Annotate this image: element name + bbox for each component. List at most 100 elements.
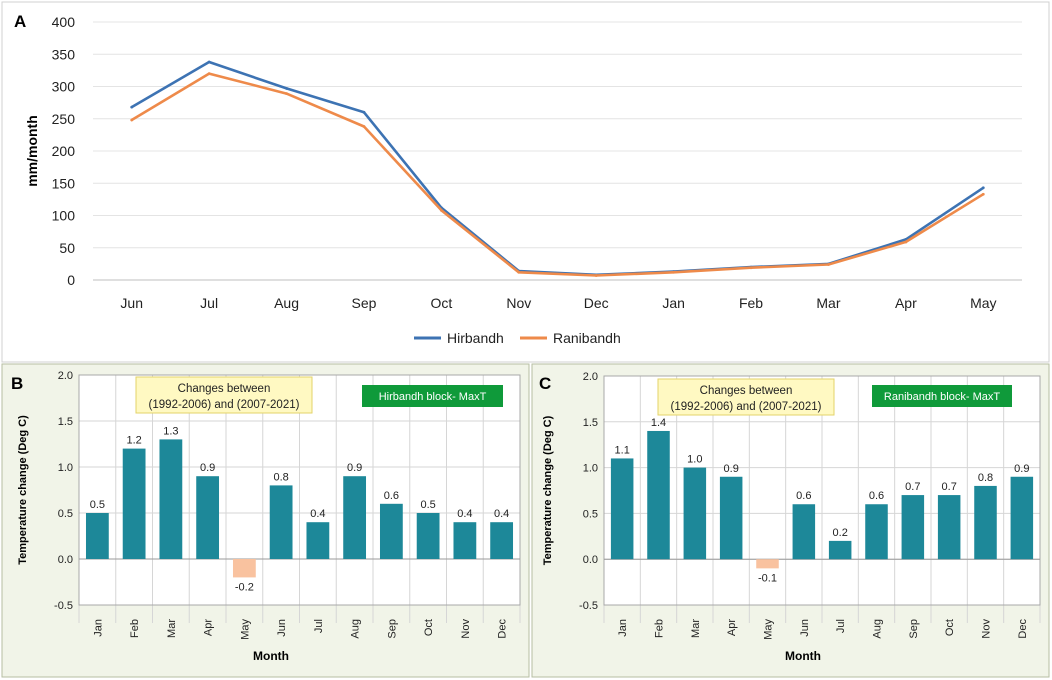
x-tick-label: Mar (166, 619, 178, 638)
data-label: 0.4 (457, 508, 472, 520)
x-tick-label: Dec (497, 619, 509, 639)
data-label: 0.5 (90, 499, 105, 511)
y-tick-label: 0.0 (58, 554, 73, 566)
bar-mar (683, 467, 707, 560)
y-tick-label: 2.0 (58, 370, 73, 382)
annotation-box (657, 378, 835, 416)
y-axis-title: Temperature change (Deg C) (542, 415, 554, 565)
y-tick-label: 2.0 (583, 371, 598, 383)
y-tick-label-a: 150 (52, 175, 76, 191)
bar-mar (159, 439, 183, 559)
data-point-ranibandh (517, 270, 521, 274)
x-tick-label: Aug (350, 619, 362, 639)
y-tick-label: 1.5 (58, 416, 73, 428)
x-tick-label-a: Dec (584, 295, 609, 311)
bar-chart-b: -0.5 0.0 0.5 1.0 1.5 2.0 0.5 Jan 1.2 Feb 1.3 Mar 0.9… (17, 370, 521, 663)
x-tick-label-a: Feb (739, 295, 763, 311)
x-tick-label-a: May (970, 295, 996, 311)
bar-oct (937, 495, 961, 560)
x-tick-label: Dec (1017, 619, 1029, 639)
x-tick-label-a: Nov (506, 295, 531, 311)
data-label: 0.8 (978, 472, 993, 484)
data-point-hirbandh (285, 87, 288, 90)
data-label: 0.7 (942, 481, 957, 493)
x-tick-label: Apr (203, 619, 215, 636)
y-tick-label-a: 400 (52, 14, 76, 30)
data-point-hirbandh (362, 110, 366, 114)
x-tick-label: Nov (460, 619, 472, 639)
y-tick-label: 0.5 (58, 508, 73, 520)
x-axis-title: Month (253, 649, 289, 663)
data-label: 0.9 (347, 462, 362, 474)
bar-chart-c: -0.5 0.0 0.5 1.0 1.5 2.0 1.1 Jan 1.4 Feb 1.0 Mar 0.9… (542, 371, 1041, 663)
data-label: 0.8 (273, 471, 288, 483)
x-tick-label: Sep (908, 619, 920, 639)
plot-border (603, 375, 1041, 606)
x-tick-label: Feb (129, 619, 141, 638)
y-tick-label-a: 200 (52, 143, 76, 159)
data-label: 0.4 (310, 508, 325, 520)
data-label: -0.1 (758, 572, 777, 584)
y-tick-label: 0.5 (583, 508, 598, 520)
panel-a-frame (1, 1, 1050, 363)
y-tick-label-a: 100 (52, 208, 76, 224)
legend-label-hirbandh: Hirbandh (447, 330, 504, 346)
series-line-ranibandh (131, 72, 984, 277)
x-tick-label-a: Mar (816, 295, 840, 311)
x-tick-label: Feb (654, 619, 666, 638)
data-label: 1.3 (163, 425, 178, 437)
bar-aug (343, 476, 367, 559)
x-tick-label-a: Apr (895, 295, 917, 311)
data-label: 0.6 (869, 490, 884, 502)
bar-jun (269, 485, 293, 559)
panel-a-label: A (14, 12, 26, 31)
data-point-ranibandh (439, 208, 443, 212)
bar-jun (792, 504, 816, 560)
data-label: 0.9 (724, 463, 739, 475)
bar-apr (196, 476, 220, 559)
x-tick-label-a: Jun (120, 295, 143, 311)
data-label: 0.2 (833, 527, 848, 539)
annotation-line-2: (1992-2006) and (2007-2021) (671, 401, 822, 413)
panel-c-label: C (539, 374, 551, 393)
data-label: 0.6 (384, 490, 399, 502)
data-label: 1.1 (615, 444, 630, 456)
data-label: -0.2 (235, 581, 254, 593)
data-label: 0.9 (1014, 463, 1029, 475)
y-tick-label-a: 250 (52, 111, 76, 127)
annotation-line-1: Changes between (178, 383, 271, 395)
annotation-line-1: Changes between (700, 385, 793, 397)
data-point-ranibandh (594, 274, 598, 277)
block-badge (362, 385, 503, 407)
x-tick-label-a: Sep (351, 295, 376, 311)
x-tick-label: Jan (617, 619, 629, 637)
data-point-hirbandh (207, 60, 211, 64)
x-tick-label: Jan (92, 619, 104, 637)
block-badge-label: Hirbandh block- MaxT (379, 391, 487, 403)
bar-jan (85, 513, 109, 559)
y-tick-label-a: 50 (59, 240, 75, 256)
x-tick-label: Nov (981, 619, 993, 639)
x-tick-label: May (239, 619, 251, 640)
x-tick-label-a: Jan (662, 295, 685, 311)
data-point-ranibandh (981, 192, 985, 196)
data-label: 1.4 (651, 417, 666, 429)
x-tick-label: Aug (872, 619, 884, 639)
data-label: 0.5 (420, 499, 435, 511)
data-point-ranibandh (207, 72, 211, 75)
block-badge-label: Ranibandh block- MaxT (884, 391, 1000, 403)
x-tick-label-a: Oct (430, 295, 452, 311)
bar-sep (379, 503, 403, 559)
bar-jul (828, 540, 852, 560)
x-tick-label: Jul (835, 619, 847, 633)
bar-may (756, 559, 779, 569)
x-tick-label: May (763, 619, 775, 640)
bar-feb (122, 448, 146, 559)
legend-label-ranibandh: Ranibandh (553, 330, 621, 346)
bar-apr (719, 476, 743, 560)
bar-may (232, 559, 256, 578)
data-point-ranibandh (285, 92, 288, 95)
line-chart-a: 0 50 100 150 200 250 300 350 400 Jun Jul Aug Sep Oct N… (24, 14, 1022, 346)
x-tick-label: Jun (276, 619, 288, 637)
bar-jan (610, 458, 634, 560)
